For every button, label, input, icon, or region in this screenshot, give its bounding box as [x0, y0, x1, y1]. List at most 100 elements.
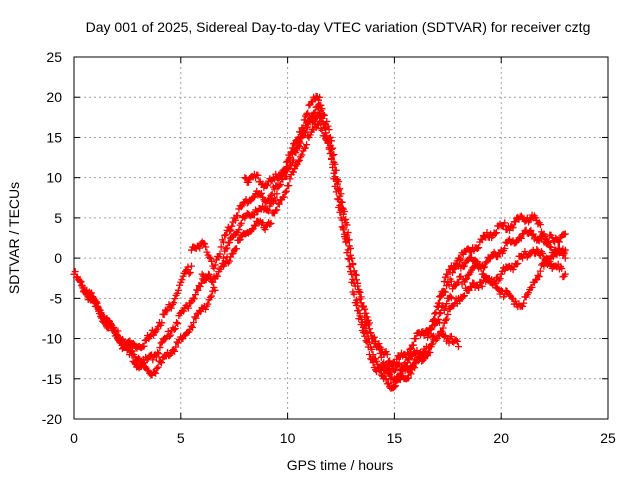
data-point [196, 283, 204, 291]
data-point [511, 297, 519, 305]
data-point [350, 267, 358, 275]
data-point [117, 339, 125, 347]
data-point [352, 302, 360, 310]
data-point [360, 302, 368, 310]
data-point [71, 268, 79, 276]
data-point [229, 249, 237, 257]
data-point [211, 286, 219, 294]
data-point [115, 335, 123, 343]
data-point [457, 255, 465, 263]
data-point [322, 129, 330, 137]
data-point [149, 356, 157, 364]
data-point [156, 344, 164, 352]
data-point [561, 254, 569, 262]
data-point [406, 368, 414, 376]
data-point [201, 240, 209, 248]
data-point [254, 171, 262, 179]
data-point [154, 363, 162, 371]
data-point [539, 250, 547, 258]
data-point [304, 109, 312, 117]
data-point [150, 368, 158, 376]
data-point [547, 243, 555, 251]
data-point [383, 350, 391, 358]
data-point [421, 347, 429, 355]
data-point [432, 336, 440, 344]
data-point [395, 353, 403, 361]
data-point [392, 366, 400, 374]
data-point [209, 278, 217, 286]
data-point [130, 359, 138, 367]
data-point [116, 339, 124, 347]
data-point [225, 227, 233, 235]
data-point [399, 364, 407, 372]
data-point [192, 291, 200, 299]
data-point [446, 292, 454, 300]
data-point [329, 163, 337, 171]
data-point [276, 180, 284, 188]
data-point [286, 175, 294, 183]
data-point [407, 370, 415, 378]
y-tick-label: -10 [42, 331, 62, 347]
data-point [290, 168, 298, 176]
data-point [343, 231, 351, 239]
data-point [456, 273, 464, 281]
data-point [435, 332, 443, 340]
data-point [376, 367, 384, 375]
data-point [163, 307, 171, 315]
data-point [337, 214, 345, 222]
data-point [172, 343, 180, 351]
data-point [526, 228, 534, 236]
data-point [317, 113, 325, 121]
data-point [546, 243, 554, 251]
data-point [318, 114, 326, 122]
data-point [297, 139, 305, 147]
data-point [354, 307, 362, 315]
data-point [342, 219, 350, 227]
data-point [375, 344, 383, 352]
data-point [235, 236, 243, 244]
x-tick-label: 5 [177, 430, 185, 446]
data-point [381, 372, 389, 380]
data-point [207, 292, 215, 300]
data-point [454, 278, 462, 286]
data-point [294, 158, 302, 166]
data-point [141, 363, 149, 371]
data-point [558, 264, 566, 272]
data-point [485, 275, 493, 283]
data-point [335, 186, 343, 194]
data-point [220, 238, 228, 246]
data-point [402, 362, 410, 370]
data-point [190, 295, 198, 303]
data-point [390, 367, 398, 375]
y-tick-label: -15 [42, 371, 62, 387]
y-tick-label: -20 [42, 411, 62, 427]
y-tick-label: 15 [46, 129, 62, 145]
data-point [196, 244, 204, 252]
data-point [234, 212, 242, 220]
data-point [475, 244, 483, 252]
data-point [521, 248, 529, 256]
data-point [488, 252, 496, 260]
data-point [205, 271, 213, 279]
data-point [496, 275, 504, 283]
data-point [419, 356, 427, 364]
data-point [188, 324, 196, 332]
data-point [76, 278, 84, 286]
data-point [192, 314, 200, 322]
y-tick-label: 25 [46, 49, 62, 65]
data-point [173, 289, 181, 297]
data-point [93, 302, 101, 310]
y-tick-label: 20 [46, 89, 62, 105]
data-point [332, 177, 340, 185]
data-point [477, 264, 485, 272]
data-point [555, 238, 563, 246]
x-tick-label: 10 [280, 430, 296, 446]
data-point [299, 128, 307, 136]
data-point [225, 239, 233, 247]
data-point [300, 127, 308, 135]
data-point [373, 357, 381, 365]
data-point [561, 270, 569, 278]
data-point [263, 206, 271, 214]
data-point [371, 337, 379, 345]
data-point [92, 298, 100, 306]
